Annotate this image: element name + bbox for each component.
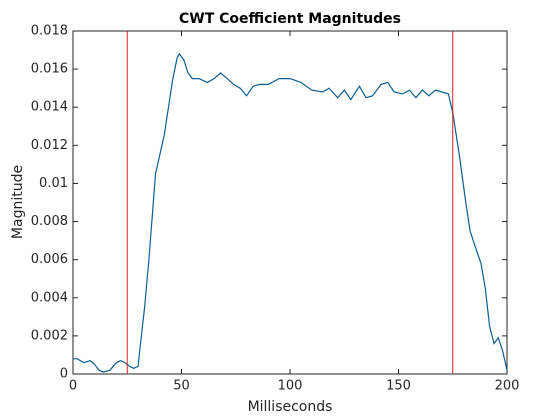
plot-area: [72, 30, 508, 375]
x-tick-label: 100: [278, 379, 303, 394]
y-tick-label: 0.01: [39, 176, 68, 191]
y-tick-label: 0.016: [31, 62, 68, 77]
y-tick-label: 0: [60, 367, 68, 382]
x-tick-label: 200: [495, 379, 520, 394]
y-tick-label: 0.002: [31, 328, 68, 343]
y-tick-label: 0.004: [31, 290, 68, 305]
y-axis-label: Magnitude: [10, 165, 26, 239]
x-tick-label: 150: [386, 379, 411, 394]
y-tick-label: 0.008: [31, 214, 68, 229]
y-tick-label: 0.006: [31, 252, 68, 267]
x-tick-label: 0: [69, 379, 77, 394]
x-axis-label: Milliseconds: [248, 399, 333, 415]
chart-title: CWT Coefficient Magnitudes: [179, 11, 401, 27]
y-tick-label: 0.014: [31, 100, 68, 115]
y-tick-label: 0.018: [31, 24, 68, 39]
y-tick-label: 0.012: [31, 138, 68, 153]
data-line: [73, 52, 508, 373]
x-tick-label: 50: [173, 379, 190, 394]
